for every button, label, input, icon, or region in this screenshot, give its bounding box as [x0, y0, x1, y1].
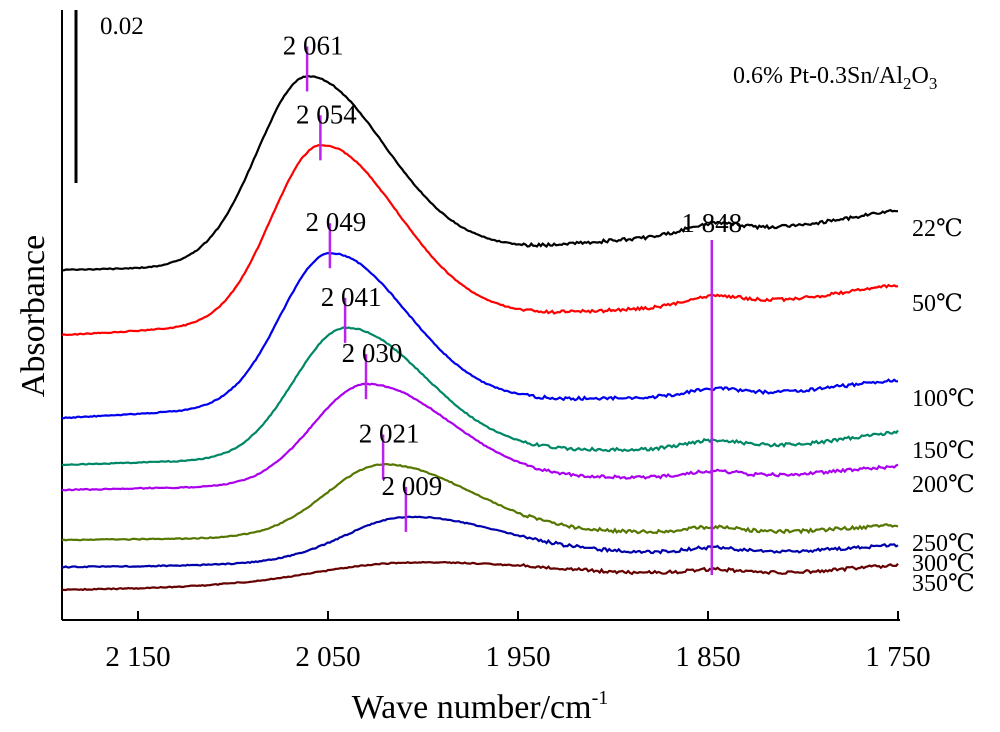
series-label-3: 150℃ [912, 438, 975, 464]
x-tick-label-4: 1 750 [865, 641, 930, 673]
series-label-5: 250℃ [912, 531, 975, 557]
sample-label: 0.6% Pt-0.3Sn/Al2O3 [733, 63, 937, 93]
series-line-4 [62, 382, 899, 492]
series-label-0: 22℃ [912, 216, 963, 242]
series-label-2: 100℃ [912, 386, 975, 412]
series-label-1: 50℃ [912, 291, 963, 317]
peak-label-2: 2 049 [306, 207, 367, 237]
series-line-1 [61, 143, 899, 337]
peak-label-6: 2 009 [382, 471, 443, 501]
peak-label-4: 2 030 [342, 338, 403, 368]
peak-label-5: 2 021 [359, 419, 420, 449]
x-axis-label: Wave number/cm-1 [352, 687, 609, 726]
series-group [61, 75, 899, 592]
x-tick-label-2: 1 950 [485, 641, 550, 673]
series-label-4: 200℃ [912, 472, 975, 498]
peak-label-7: 1 848 [681, 208, 742, 238]
series-line-2 [61, 251, 898, 420]
x-tick-label-0: 2 150 [105, 641, 170, 673]
peak-label-3: 2 041 [321, 282, 382, 312]
series-label-6: 300℃ [912, 551, 975, 577]
series-line-0 [62, 75, 899, 272]
x-tick-label-3: 1 850 [675, 641, 740, 673]
series-label-7: 350℃ [912, 571, 975, 597]
scale-bar-label: 0.02 [100, 13, 144, 40]
series-line-6 [61, 515, 899, 569]
y-axis-label: Absorbance [15, 235, 52, 397]
x-tick-label-1: 2 050 [295, 641, 360, 673]
peak-label-1: 2 054 [296, 99, 357, 129]
axes-frame [61, 10, 900, 621]
series-line-7 [61, 560, 899, 592]
peak-label-0: 2 061 [283, 30, 344, 60]
peak-markers-group [305, 46, 714, 575]
series-line-3 [61, 326, 899, 467]
series-line-5 [61, 463, 899, 542]
text-group: 2 150 2 050 1 950 1 850 1 750 Wave number/cm-… [15, 13, 975, 726]
